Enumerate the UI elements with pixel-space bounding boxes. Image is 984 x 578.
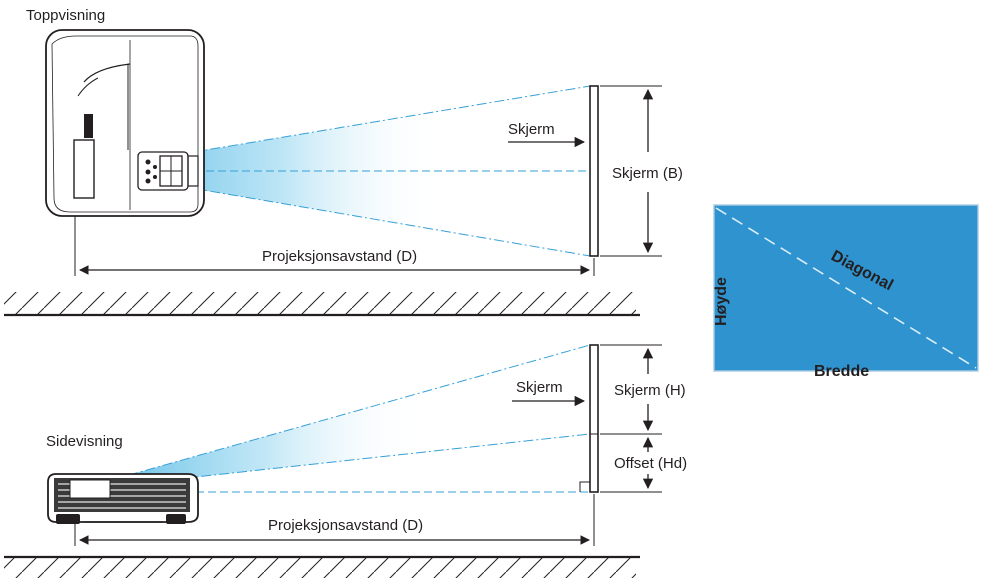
side-offset-label: Offset (Hd) bbox=[614, 455, 687, 472]
top-floor-hatch bbox=[4, 292, 636, 314]
diagonal-dashed-line bbox=[715, 207, 977, 369]
side-beam-upper-edge bbox=[75, 344, 591, 491]
side-view-title: Sidevisning bbox=[46, 433, 123, 450]
side-floor-hatch bbox=[4, 558, 636, 578]
projector-side-view bbox=[47, 473, 199, 524]
side-distance-label: Projeksjonsavstand (D) bbox=[268, 517, 423, 534]
top-screen-label: Skjerm bbox=[508, 121, 555, 138]
side-screen-size-label: Skjerm (H) bbox=[614, 382, 686, 399]
projector-top-view bbox=[45, 29, 205, 217]
side-screen-label: Skjerm bbox=[516, 379, 563, 396]
top-view-screen bbox=[589, 85, 599, 257]
top-distance-label: Projeksjonsavstand (D) bbox=[262, 248, 417, 265]
top-view-title: Toppvisning bbox=[26, 7, 105, 24]
top-screen-size-label: Skjerm (B) bbox=[612, 165, 683, 182]
width-label: Bredde bbox=[814, 363, 869, 380]
side-view-screen bbox=[589, 344, 599, 493]
height-label: Høyde bbox=[713, 277, 730, 326]
side-screen-right-angle-mark bbox=[579, 481, 590, 492]
